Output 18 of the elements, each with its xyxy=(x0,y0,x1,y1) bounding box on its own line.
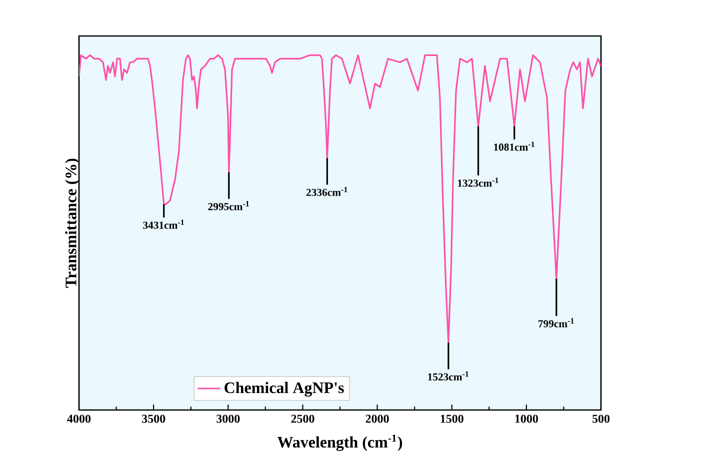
y-axis-title: Transmittance (%) xyxy=(65,158,80,288)
x-axis-title: Wavelength (cm$^{-1}$) xyxy=(277,434,402,451)
annotation: 1081cm$^{-1}$ xyxy=(494,142,534,151)
x-tick-label: 2000 xyxy=(366,414,389,423)
x-tick-label: 500 xyxy=(592,414,610,423)
x-tick-label: 4000 xyxy=(67,414,91,423)
annotation: 1323cm$^{-1}$ xyxy=(458,178,498,187)
annotation: 2995cm$^{-1}$ xyxy=(208,201,249,210)
x-tick-label: 3000 xyxy=(216,414,240,423)
legend-label: Chemical AgNP's xyxy=(224,382,344,397)
x-tick-label: 2500 xyxy=(291,414,314,423)
x-tick-label: 3500 xyxy=(142,414,166,423)
annotation: 2336cm$^{-1}$ xyxy=(306,186,348,196)
x-tick-label: 1000 xyxy=(515,414,538,423)
annotation: 799cm$^{-1}$ xyxy=(538,318,574,328)
x-tick-label: 1500 xyxy=(440,414,464,423)
annotation: 1523cm$^{-1}$ xyxy=(428,371,468,381)
annotation: 3431cm$^{-1}$ xyxy=(143,220,184,229)
